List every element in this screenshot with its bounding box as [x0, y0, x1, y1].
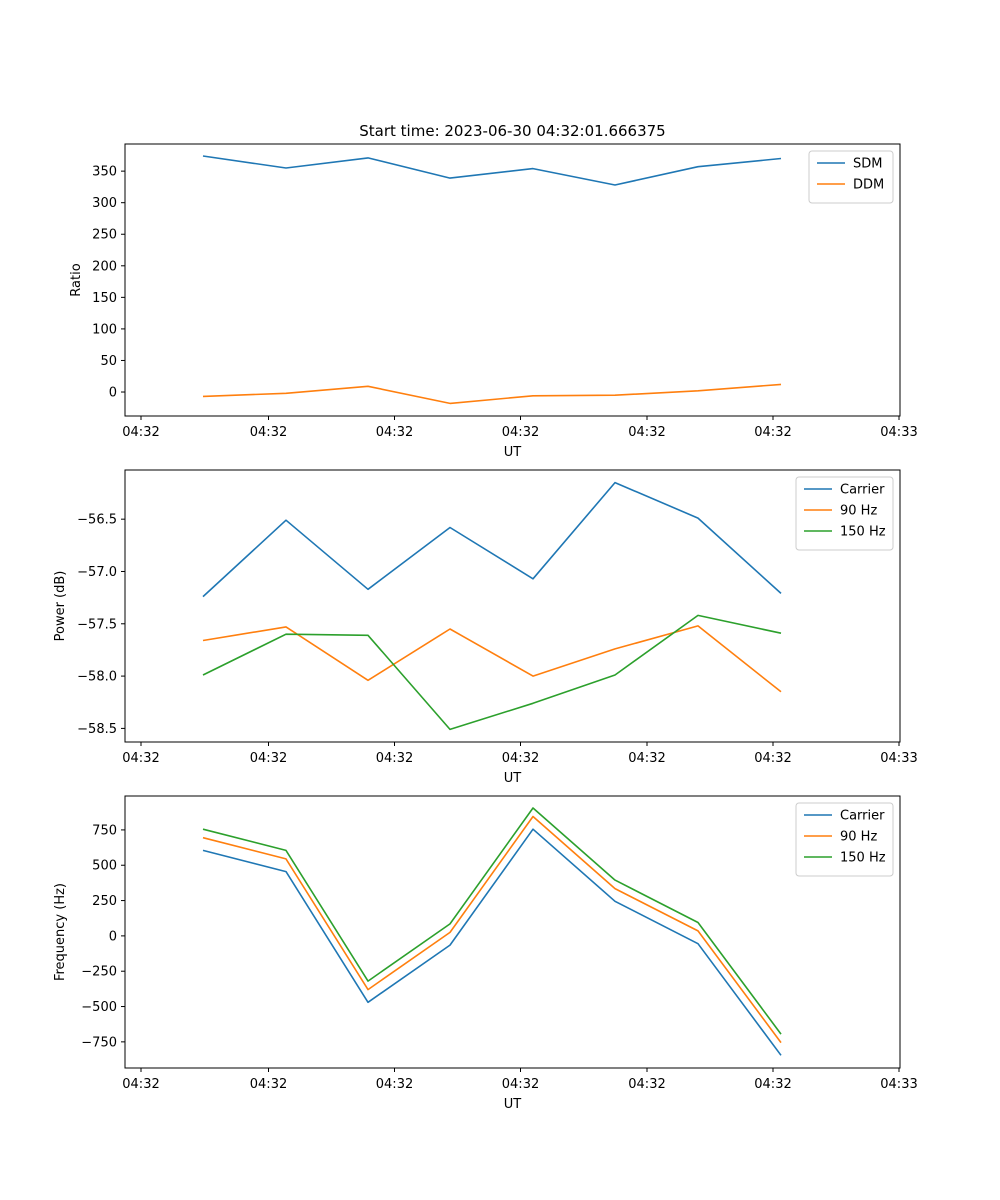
series-line-carrier	[202, 481, 782, 598]
x-tick-label: 04:32	[754, 751, 791, 766]
x-tick-label: 04:32	[628, 425, 665, 440]
y-tick-label: −750	[81, 1035, 117, 1050]
axes-frame	[124, 795, 901, 1069]
axes-frame	[124, 469, 901, 743]
y-tick-label: −57.5	[77, 617, 117, 632]
x-tick-label: 04:32	[376, 425, 413, 440]
x-tick-label: 04:32	[376, 1077, 413, 1092]
series-line-150-hz	[202, 807, 782, 1035]
x-tick-label: 04:33	[880, 425, 917, 440]
x-axis-label: UT	[504, 1097, 522, 1112]
x-tick-label: 04:32	[628, 751, 665, 766]
x-tick-label: 04:32	[122, 1077, 159, 1092]
legend: Carrier 90 Hz 150 Hz	[795, 476, 894, 551]
x-tick-label: 04:33	[880, 751, 917, 766]
subplot-1: 0 50 100 150 200 250 300 350 04:32 04:32 04:32 04:3…	[69, 143, 918, 460]
y-tick-label: 300	[92, 196, 117, 211]
x-tick-label: 04:32	[250, 425, 287, 440]
legend: Carrier 90 Hz 150 Hz	[795, 802, 894, 877]
x-tick-label: 04:32	[250, 1077, 287, 1092]
series-line-ddm	[202, 383, 782, 405]
y-tick-label: 100	[92, 322, 117, 337]
x-tick-label: 04:32	[250, 751, 287, 766]
series-line-90-hz	[202, 815, 782, 1044]
y-tick-label: 500	[92, 859, 117, 874]
legend-label: 90 Hz	[840, 830, 877, 845]
x-axis-label: UT	[504, 445, 522, 460]
legend-box	[808, 150, 894, 204]
series-line-carrier	[202, 828, 782, 1056]
x-tick-label: 04:32	[122, 751, 159, 766]
y-tick-label: −250	[81, 965, 117, 980]
legend-label: 150 Hz	[840, 851, 886, 866]
x-tick-label: 04:32	[502, 425, 539, 440]
legend-label: SDM	[853, 157, 882, 172]
legend-label: Carrier	[840, 483, 885, 498]
y-tick-label: 250	[92, 228, 117, 243]
y-tick-label: 350	[92, 165, 117, 180]
subplots: 0 50 100 150 200 250 300 350 04:32 04:32 04:32 04:3…	[53, 143, 918, 1112]
series-line-150-hz	[202, 614, 782, 731]
legend: SDM DDM	[808, 150, 894, 204]
legend-label: 150 Hz	[840, 525, 886, 540]
y-tick-label: 250	[92, 894, 117, 909]
x-tick-label: 04:32	[122, 425, 159, 440]
y-tick-label: 750	[92, 823, 117, 838]
series-line-90-hz	[202, 625, 782, 693]
y-axis-label: Power (dB)	[53, 571, 68, 642]
y-tick-label: 150	[92, 291, 117, 306]
y-tick-label: 0	[109, 929, 117, 944]
legend-label: 90 Hz	[840, 504, 877, 519]
y-tick-label: −56.5	[77, 513, 117, 528]
y-tick-label: −57.0	[77, 565, 117, 580]
y-axis-label: Ratio	[69, 263, 84, 296]
chart-title: Start time: 2023-06-30 04:32:01.666375	[359, 122, 665, 140]
x-tick-label: 04:33	[880, 1077, 917, 1092]
x-tick-label: 04:32	[754, 425, 791, 440]
legend-label: Carrier	[840, 809, 885, 824]
y-tick-label: 0	[109, 386, 117, 401]
series-line-sdm	[202, 155, 782, 186]
x-tick-label: 04:32	[628, 1077, 665, 1092]
subplot-3: 750 500 250 0 −250 −500 −750 04:32 04:32 04:32 04:…	[53, 795, 918, 1112]
subplot-2: −56.5 −57.0 −57.5 −58.0 −58.5 04:32 04:32 04:32…	[53, 469, 918, 786]
x-tick-label: 04:32	[376, 751, 413, 766]
y-tick-label: −58.0	[77, 670, 117, 685]
y-tick-label: 200	[92, 259, 117, 274]
y-tick-label: 50	[100, 354, 117, 369]
x-tick-label: 04:32	[754, 1077, 791, 1092]
x-tick-label: 04:32	[502, 1077, 539, 1092]
x-axis-label: UT	[504, 771, 522, 786]
legend-label: DDM	[853, 178, 884, 193]
y-tick-label: −500	[81, 1000, 117, 1015]
x-tick-label: 04:32	[502, 751, 539, 766]
y-tick-label: −58.5	[77, 722, 117, 737]
axes-frame	[124, 143, 901, 417]
y-axis-label: Frequency (Hz)	[53, 883, 68, 981]
